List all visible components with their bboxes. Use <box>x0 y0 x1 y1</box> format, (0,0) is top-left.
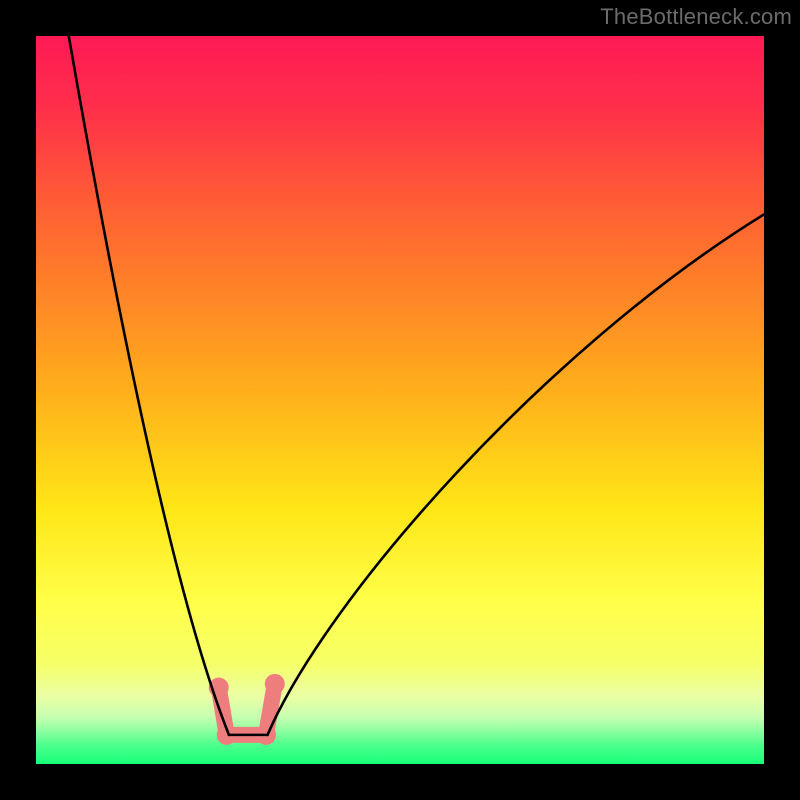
plot-background <box>36 36 764 764</box>
chart-canvas: TheBottleneck.com <box>0 0 800 800</box>
trough-dot-right-top <box>265 674 285 694</box>
watermark-text: TheBottleneck.com <box>600 4 792 30</box>
chart-svg <box>0 0 800 800</box>
